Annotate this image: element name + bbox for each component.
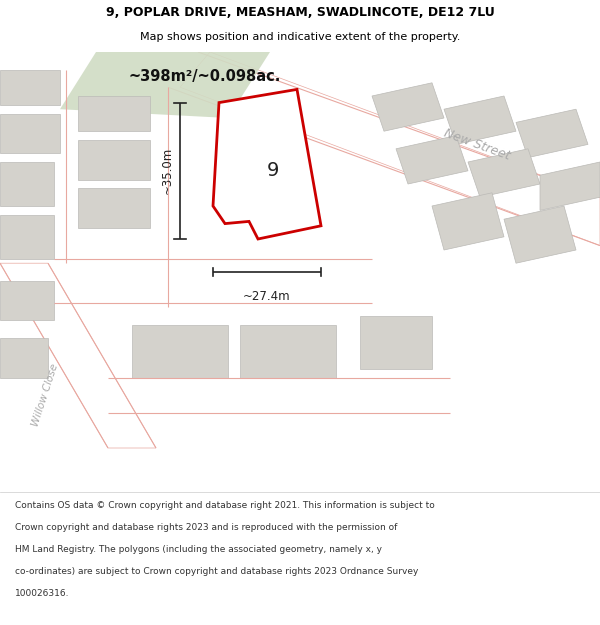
Polygon shape [78, 96, 150, 131]
Polygon shape [60, 52, 270, 118]
Polygon shape [0, 281, 54, 321]
Text: co-ordinates) are subject to Crown copyright and database rights 2023 Ordnance S: co-ordinates) are subject to Crown copyr… [15, 567, 418, 576]
Polygon shape [504, 206, 576, 263]
Polygon shape [540, 162, 600, 211]
Text: Map shows position and indicative extent of the property.: Map shows position and indicative extent… [140, 32, 460, 43]
Text: Willow Close: Willow Close [30, 362, 60, 428]
Polygon shape [0, 114, 60, 153]
Polygon shape [372, 82, 444, 131]
Polygon shape [78, 188, 150, 228]
Text: 100026316.: 100026316. [15, 589, 70, 598]
Polygon shape [0, 263, 156, 448]
Polygon shape [0, 215, 54, 259]
Polygon shape [0, 338, 48, 377]
Polygon shape [360, 316, 432, 369]
Text: ~35.0m: ~35.0m [160, 147, 173, 194]
Text: 9, POPLAR DRIVE, MEASHAM, SWADLINCOTE, DE12 7LU: 9, POPLAR DRIVE, MEASHAM, SWADLINCOTE, D… [106, 6, 494, 19]
Text: HM Land Registry. The polygons (including the associated geometry, namely x, y: HM Land Registry. The polygons (includin… [15, 545, 382, 554]
Text: 9: 9 [267, 161, 279, 180]
Text: ~398m²/~0.098ac.: ~398m²/~0.098ac. [129, 69, 281, 84]
Polygon shape [444, 96, 516, 144]
Polygon shape [0, 69, 60, 105]
Polygon shape [240, 325, 336, 378]
Text: New Street: New Street [442, 126, 512, 162]
Polygon shape [0, 162, 54, 206]
Polygon shape [432, 192, 504, 250]
Polygon shape [213, 89, 321, 239]
Polygon shape [132, 325, 228, 378]
Text: Crown copyright and database rights 2023 and is reproduced with the permission o: Crown copyright and database rights 2023… [15, 523, 397, 532]
Polygon shape [180, 52, 600, 246]
Text: Contains OS data © Crown copyright and database right 2021. This information is : Contains OS data © Crown copyright and d… [15, 501, 435, 510]
Polygon shape [78, 140, 150, 179]
Text: ~27.4m: ~27.4m [243, 290, 291, 302]
Polygon shape [516, 109, 588, 158]
Polygon shape [468, 149, 540, 198]
Polygon shape [396, 136, 468, 184]
